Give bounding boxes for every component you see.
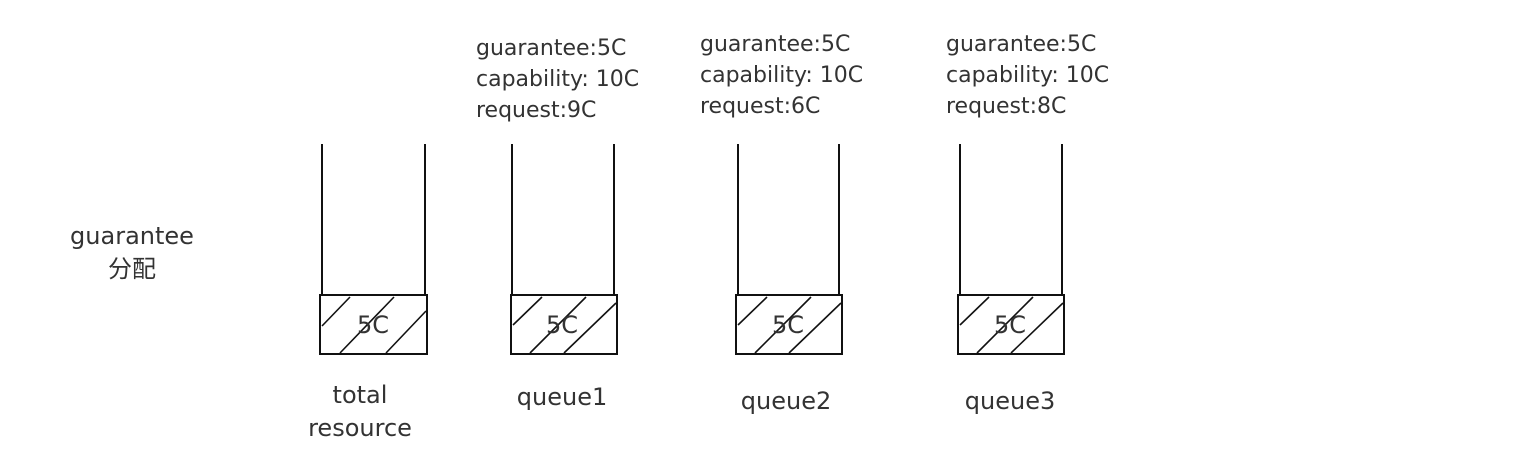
info-request: request:6C <box>700 94 820 119</box>
queue1-info: guarantee:5C capability: 10C request:9C <box>476 36 639 123</box>
container-name: queue1 <box>517 383 607 411</box>
info-capability: capability: 10C <box>700 63 863 88</box>
container-name: queue3 <box>965 387 1055 415</box>
container-name-line1: total <box>333 381 388 409</box>
container-queue2: guarantee:5C capability: 10C request:6C … <box>700 32 863 415</box>
fill-label: 5C <box>546 311 578 339</box>
info-capability: capability: 10C <box>476 67 639 92</box>
container-total-resource: 5C total resource <box>308 144 428 442</box>
container-name-line2: resource <box>308 414 412 442</box>
info-guarantee: guarantee:5C <box>476 36 626 61</box>
info-request: request:8C <box>946 94 1066 119</box>
side-label-line1: guarantee <box>70 222 194 250</box>
container-queue1: guarantee:5C capability: 10C request:9C … <box>476 36 639 411</box>
fill-label: 5C <box>772 311 804 339</box>
filled-block <box>319 294 428 355</box>
hatch-pattern <box>959 296 1064 354</box>
fill-label: 5C <box>994 311 1026 339</box>
filled-block <box>510 294 618 355</box>
queue2-info: guarantee:5C capability: 10C request:6C <box>700 32 863 119</box>
filled-block <box>735 294 843 355</box>
info-capability: capability: 10C <box>946 63 1109 88</box>
fill-label: 5C <box>357 311 389 339</box>
filled-block <box>957 294 1065 355</box>
hatch-pattern <box>512 296 617 354</box>
queue3-info: guarantee:5C capability: 10C request:8C <box>946 32 1109 119</box>
info-request: request:9C <box>476 98 596 123</box>
hatch-pattern <box>321 296 427 354</box>
container-queue3: guarantee:5C capability: 10C request:8C … <box>946 32 1109 415</box>
container-name: queue2 <box>741 387 831 415</box>
info-guarantee: guarantee:5C <box>700 32 850 57</box>
hatch-pattern <box>737 296 842 354</box>
side-label-line2: 分配 <box>108 255 156 283</box>
info-guarantee: guarantee:5C <box>946 32 1096 57</box>
